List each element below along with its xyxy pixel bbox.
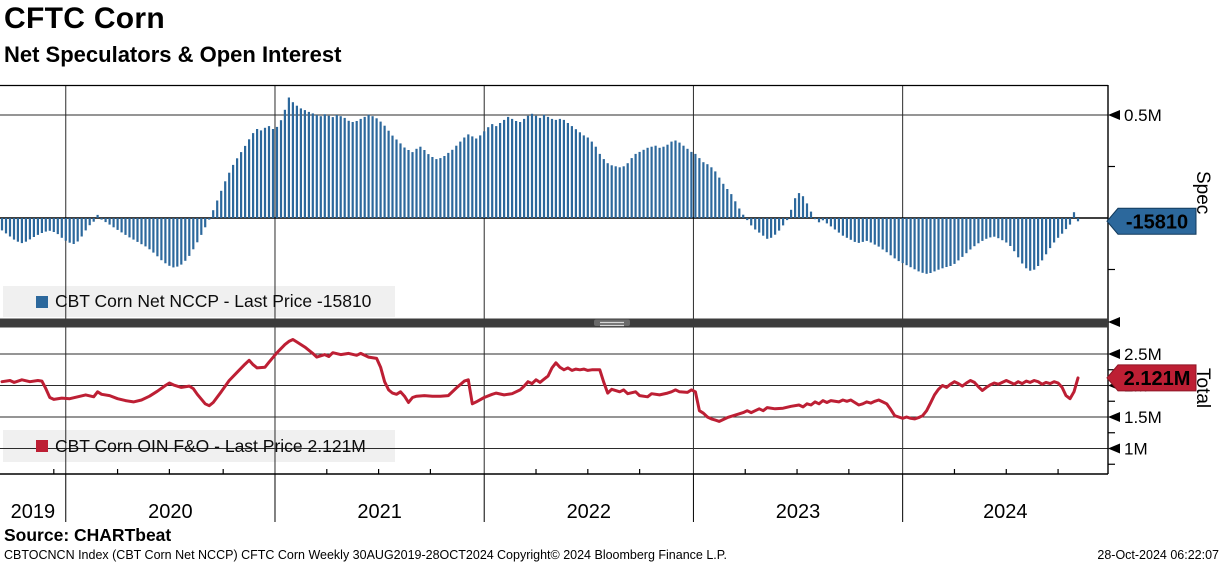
legend-open-interest-label: CBT Corn OIN F&O - Last Price 2.121M xyxy=(55,435,366,456)
svg-text:2.5M: 2.5M xyxy=(1124,345,1162,364)
axes xyxy=(0,84,1109,475)
year-label: 2023 xyxy=(776,501,821,523)
spec-last-price-tag: -15810 xyxy=(1106,207,1197,235)
spec-axis-title: Spec xyxy=(1192,171,1213,215)
svg-text:0.5M: 0.5M xyxy=(1124,106,1162,125)
total-last-price-tag: 2.121M xyxy=(1106,364,1197,392)
ticker-info: CBTOCNCN Index (CBT Corn Net NCCP) CFTC … xyxy=(4,548,494,562)
legend-swatch-red-icon xyxy=(36,440,48,452)
total-axis-title: Total xyxy=(1192,368,1213,409)
timestamp: 28-Oct-2024 06:22:07 xyxy=(1097,548,1219,562)
gridlines xyxy=(0,85,1108,474)
legend-swatch-blue-icon xyxy=(36,295,48,308)
source-credit: Source: CHARTbeat xyxy=(4,525,172,545)
spec-bars xyxy=(0,97,1080,274)
copyright: Copyright© 2024 Bloomberg Finance L.P. xyxy=(497,548,727,562)
svg-text:2.121M: 2.121M xyxy=(1124,368,1191,390)
year-label: 2024 xyxy=(983,501,1028,523)
page-subtitle: Net Speculators & Open Interest xyxy=(4,42,342,67)
panel-splitter-handle[interactable] xyxy=(594,319,630,327)
legend-open-interest[interactable]: CBT Corn OIN F&O - Last Price 2.121M xyxy=(3,430,395,462)
page-title: CFTC Corn xyxy=(4,2,166,35)
year-label: 2019 xyxy=(11,501,56,523)
open-interest-line xyxy=(0,338,1080,423)
legend-net-nccp-label: CBT Corn Net NCCP - Last Price -15810 xyxy=(55,291,372,311)
year-label: 2022 xyxy=(567,501,612,523)
legend-backgrounds xyxy=(3,286,395,462)
footer: CBTOCNCN Index (CBT Corn Net NCCP) CFTC … xyxy=(0,548,1224,564)
svg-text:1M: 1M xyxy=(1124,440,1148,459)
svg-text:-15810: -15810 xyxy=(1126,211,1188,233)
svg-text:1.5M: 1.5M xyxy=(1124,408,1162,427)
year-label: 2021 xyxy=(357,501,402,523)
x-axis: 2019 2020 2021 2022 2023 2024 xyxy=(11,469,1059,523)
panel-divider xyxy=(0,318,1108,328)
year-label: 2020 xyxy=(148,501,193,523)
legend-net-nccp[interactable]: CBT Corn Net NCCP - Last Price -15810 xyxy=(3,286,395,317)
